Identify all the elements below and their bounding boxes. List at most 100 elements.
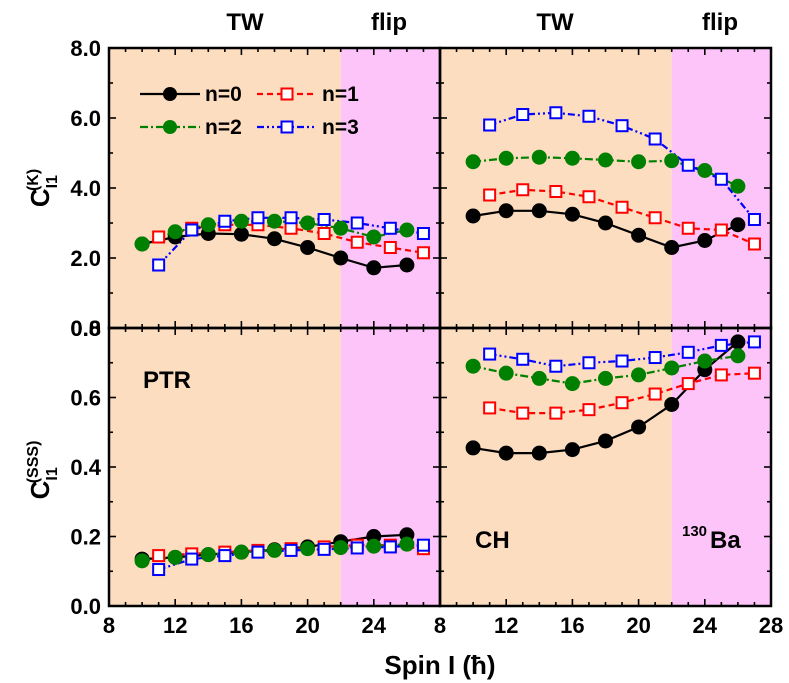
data-point-n2-top-left-4 [267,213,282,229]
data-point-n3-top-left-7 [383,221,397,235]
data-point-n1-top-right-6 [681,221,695,235]
region-flip-top-right [671,48,771,328]
y-tick-label: 4.0 [70,176,101,201]
data-point-n0-top-left-6 [333,250,349,266]
data-point-n3-bottom-right-1 [516,352,530,366]
panel-label-ch: CH [475,527,510,554]
x-tick-label: 20 [295,613,319,638]
x-tick-label: 16 [229,613,253,638]
data-point-n2-bottom-left-0 [134,553,150,569]
data-point-n0-top-right-6 [664,240,680,255]
y-tick-label: 0.8 [70,316,101,341]
data-point-n1-top-right-4 [615,200,629,214]
y-tick-label: 0.0 [70,594,101,619]
data-point-n2-top-left-2 [200,217,216,233]
data-point-n3-bottom-right-5 [648,351,662,365]
data-point-n2-top-right-0 [465,154,481,170]
data-point-n1-top-left-8 [416,246,430,260]
data-point-n1-top-left-0 [152,230,166,244]
data-point-n0-bottom-right-5 [631,419,647,435]
data-point-n2-top-left-8 [399,222,415,238]
region-flip-top-left [340,48,440,328]
data-point-n0-bottom-right-0 [465,440,481,456]
region-label-tw-right: TW [536,9,574,36]
data-point-n1-bottom-right-1 [516,406,530,420]
xlabel: Spin I (ħ) [384,650,495,680]
data-point-n3-top-right-0 [483,118,497,132]
data-point-n2-top-left-6 [333,220,349,236]
data-point-n1-top-left-7 [383,241,397,254]
series-markers [134,106,761,577]
data-point-n0-bottom-right-6 [664,396,680,412]
data-point-n2-top-left-1 [167,224,183,240]
data-point-n2-bottom-left-8 [399,536,415,552]
legend-label-n1: n=1 [322,83,359,106]
data-point-n3-top-left-8 [416,227,430,240]
data-point-n2-bottom-right-4 [598,370,613,386]
x-tick-label: 12 [494,613,518,638]
legend: n=0 n=1 n=2 n=3 [140,83,359,139]
y-tick-label: 0.2 [70,525,101,550]
data-point-n2-top-left-0 [134,236,150,252]
data-point-n1-bottom-right-0 [483,401,497,415]
data-point-n3-bottom-left-7 [383,540,397,554]
data-point-n1-top-right-2 [549,185,563,198]
data-point-n2-bottom-left-6 [333,540,349,556]
data-point-n3-top-right-1 [516,108,530,121]
data-point-n3-bottom-right-3 [582,356,596,370]
data-point-n1-bottom-right-4 [615,396,629,410]
data-point-n3-top-left-1 [185,223,199,237]
data-point-n2-top-right-5 [631,154,647,170]
data-point-n0-bottom-right-2 [531,445,547,461]
data-point-n0-bottom-right-8 [730,334,746,350]
data-point-n3-top-right-7 [714,172,728,186]
data-point-n0-top-right-7 [697,233,713,248]
data-point-n1-bottom-right-8 [747,366,761,380]
data-point-n0-top-left-8 [399,257,415,273]
data-point-n0-top-left-4 [267,231,282,247]
data-point-n3-top-left-0 [152,258,166,272]
legend-marker-n1 [280,87,294,101]
data-point-n0-top-right-3 [564,206,580,222]
series-line-n3-bottom-right [489,340,755,368]
x-tick-label: 28 [759,613,783,638]
data-point-n3-bottom-left-1 [185,552,199,566]
data-point-n3-bottom-right-8 [747,335,761,349]
data-point-n2-top-right-3 [564,150,580,166]
data-point-n2-bottom-right-3 [564,376,580,392]
data-point-n1-bottom-right-6 [681,377,695,391]
data-point-n0-top-left-7 [366,260,382,276]
data-point-n0-top-right-5 [631,227,647,243]
data-point-n0-top-right-0 [465,208,481,224]
data-point-n3-bottom-left-8 [416,538,430,552]
data-point-n3-top-left-5 [317,213,331,226]
data-point-n1-top-right-7 [714,223,728,237]
x-tick-label: 8 [103,613,115,638]
data-point-n3-bottom-right-2 [549,359,563,373]
data-point-n1-top-left-5 [317,227,331,240]
data-point-n0-bottom-right-1 [498,445,514,461]
data-point-n2-bottom-left-5 [300,541,316,557]
x-tick-label: 8 [434,613,446,638]
data-point-n3-bottom-right-7 [714,338,728,352]
ylabel-bottom: CI1(SSS) [25,441,61,500]
data-point-n2-top-left-7 [366,229,382,245]
data-point-n2-bottom-right-0 [465,358,481,374]
data-point-n3-bottom-left-3 [251,545,265,559]
data-point-n0-top-left-5 [300,240,316,255]
region-label-tw-left: TW [226,9,264,36]
data-point-n2-bottom-right-2 [531,370,547,386]
data-point-n1-top-right-5 [648,211,662,225]
data-point-n2-top-right-8 [730,178,746,194]
region-label-flip-right: flip [702,9,738,36]
data-point-n0-top-left-3 [233,226,249,242]
data-point-n0-top-right-8 [730,217,746,233]
data-point-n2-bottom-right-5 [631,367,647,383]
data-point-n0-bottom-right-4 [598,433,613,449]
x-tick-label: 24 [362,613,387,638]
data-point-n1-bottom-right-7 [714,368,728,382]
data-point-n1-top-right-0 [483,188,497,202]
data-point-n3-top-left-2 [218,214,232,228]
y-tick-label: 8.0 [70,36,101,61]
